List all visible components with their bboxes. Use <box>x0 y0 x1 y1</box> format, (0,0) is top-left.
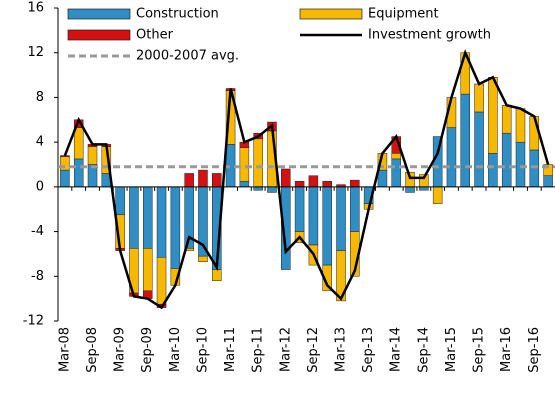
bar-segment <box>350 186 360 232</box>
bar-segment <box>446 127 457 188</box>
bar-segment <box>474 83 484 113</box>
x-tick-label: Sep-09 <box>140 327 155 373</box>
bar-segment <box>60 169 70 188</box>
bar-segment <box>253 138 263 188</box>
bar-segment <box>212 269 222 282</box>
bar-segment <box>474 111 484 188</box>
bar-segment <box>391 158 401 188</box>
bar-segment <box>488 153 498 188</box>
bar-segment <box>529 116 540 151</box>
bar-segment <box>253 186 263 191</box>
x-tick-label: Sep-14 <box>416 327 431 373</box>
bar-segment <box>391 153 401 160</box>
bar-segment <box>239 181 250 188</box>
bar-segment <box>281 168 291 188</box>
x-tick-label: Sep-11 <box>251 327 266 373</box>
bar-segment <box>350 179 360 188</box>
x-tick-label: Sep-13 <box>361 327 376 373</box>
bar-segment <box>73 127 84 160</box>
y-tick-label: 0 <box>36 179 44 194</box>
bar-segment <box>336 250 346 302</box>
legend-swatch <box>299 8 363 20</box>
bar-segment <box>212 173 222 188</box>
bar-segment <box>142 186 153 249</box>
bar-segment <box>308 186 319 246</box>
bar-segment <box>198 255 208 263</box>
y-tick-label: -12 <box>23 314 44 329</box>
legend-label: Investment growth <box>368 28 491 43</box>
x-tick-label: Sep-15 <box>472 327 487 373</box>
bar-segment <box>405 186 415 193</box>
bar-segment <box>239 147 250 182</box>
x-tick-label: Mar-12 <box>278 327 293 372</box>
bar-segment <box>336 186 346 251</box>
bar-segment <box>308 175 319 188</box>
y-tick-label: -8 <box>31 269 44 284</box>
x-tick-label: Mar-13 <box>334 327 349 372</box>
x-tick-label: Mar-09 <box>113 327 128 372</box>
bar-segment <box>60 155 70 157</box>
bar-segment <box>156 257 167 305</box>
bar-segment <box>529 149 540 188</box>
bar-segment <box>115 186 125 216</box>
x-tick-label: Mar-14 <box>389 327 404 372</box>
legend-label: 2000-2007 avg. <box>136 49 239 64</box>
bar-segment <box>515 141 526 188</box>
bar-segment <box>184 173 194 188</box>
y-tick-label: -4 <box>31 224 44 239</box>
bar-segment <box>87 146 98 165</box>
bar-segment <box>322 181 332 188</box>
bar-segment <box>294 186 305 232</box>
x-tick-label: Sep-10 <box>195 327 210 373</box>
bar-segment <box>142 248 153 292</box>
bar-segment <box>198 169 208 188</box>
bar-segment <box>501 105 512 134</box>
x-tick-label: Sep-12 <box>306 327 321 373</box>
bar-segment <box>156 186 167 258</box>
bar-segment <box>267 186 277 193</box>
x-tick-label: Sep-08 <box>85 327 100 373</box>
x-tick-label: Mar-15 <box>444 327 459 372</box>
bar-segment <box>322 186 332 266</box>
legend-label: Equipment <box>368 7 439 22</box>
y-tick-label: 8 <box>36 90 44 105</box>
bar-segment <box>501 132 512 188</box>
y-tick-label: 4 <box>36 135 44 150</box>
legend-swatch <box>67 8 131 20</box>
x-tick-label: Mar-08 <box>57 327 72 372</box>
bar-segment <box>170 186 181 269</box>
legend-label: Other <box>136 28 174 43</box>
bar-segment <box>432 186 443 204</box>
bar-segment <box>488 77 498 154</box>
bar-segment <box>294 181 305 188</box>
y-tick-label: 12 <box>27 45 44 60</box>
bar-segment <box>73 158 84 188</box>
bar-segment <box>460 93 471 188</box>
x-tick-label: Sep-16 <box>527 327 542 373</box>
bar-segment <box>419 186 429 191</box>
bar-segment <box>515 108 526 143</box>
x-tick-label: Mar-10 <box>168 327 183 372</box>
bar-segment <box>377 169 388 188</box>
x-tick-label: Mar-11 <box>223 327 238 372</box>
bar-segment <box>129 186 139 249</box>
y-tick-label: 16 <box>27 1 44 16</box>
legend-swatch <box>67 29 131 41</box>
x-tick-label: Mar-16 <box>499 327 514 372</box>
line-series <box>63 49 550 310</box>
legend-label: Construction <box>136 7 219 22</box>
bar-segment <box>543 175 553 188</box>
